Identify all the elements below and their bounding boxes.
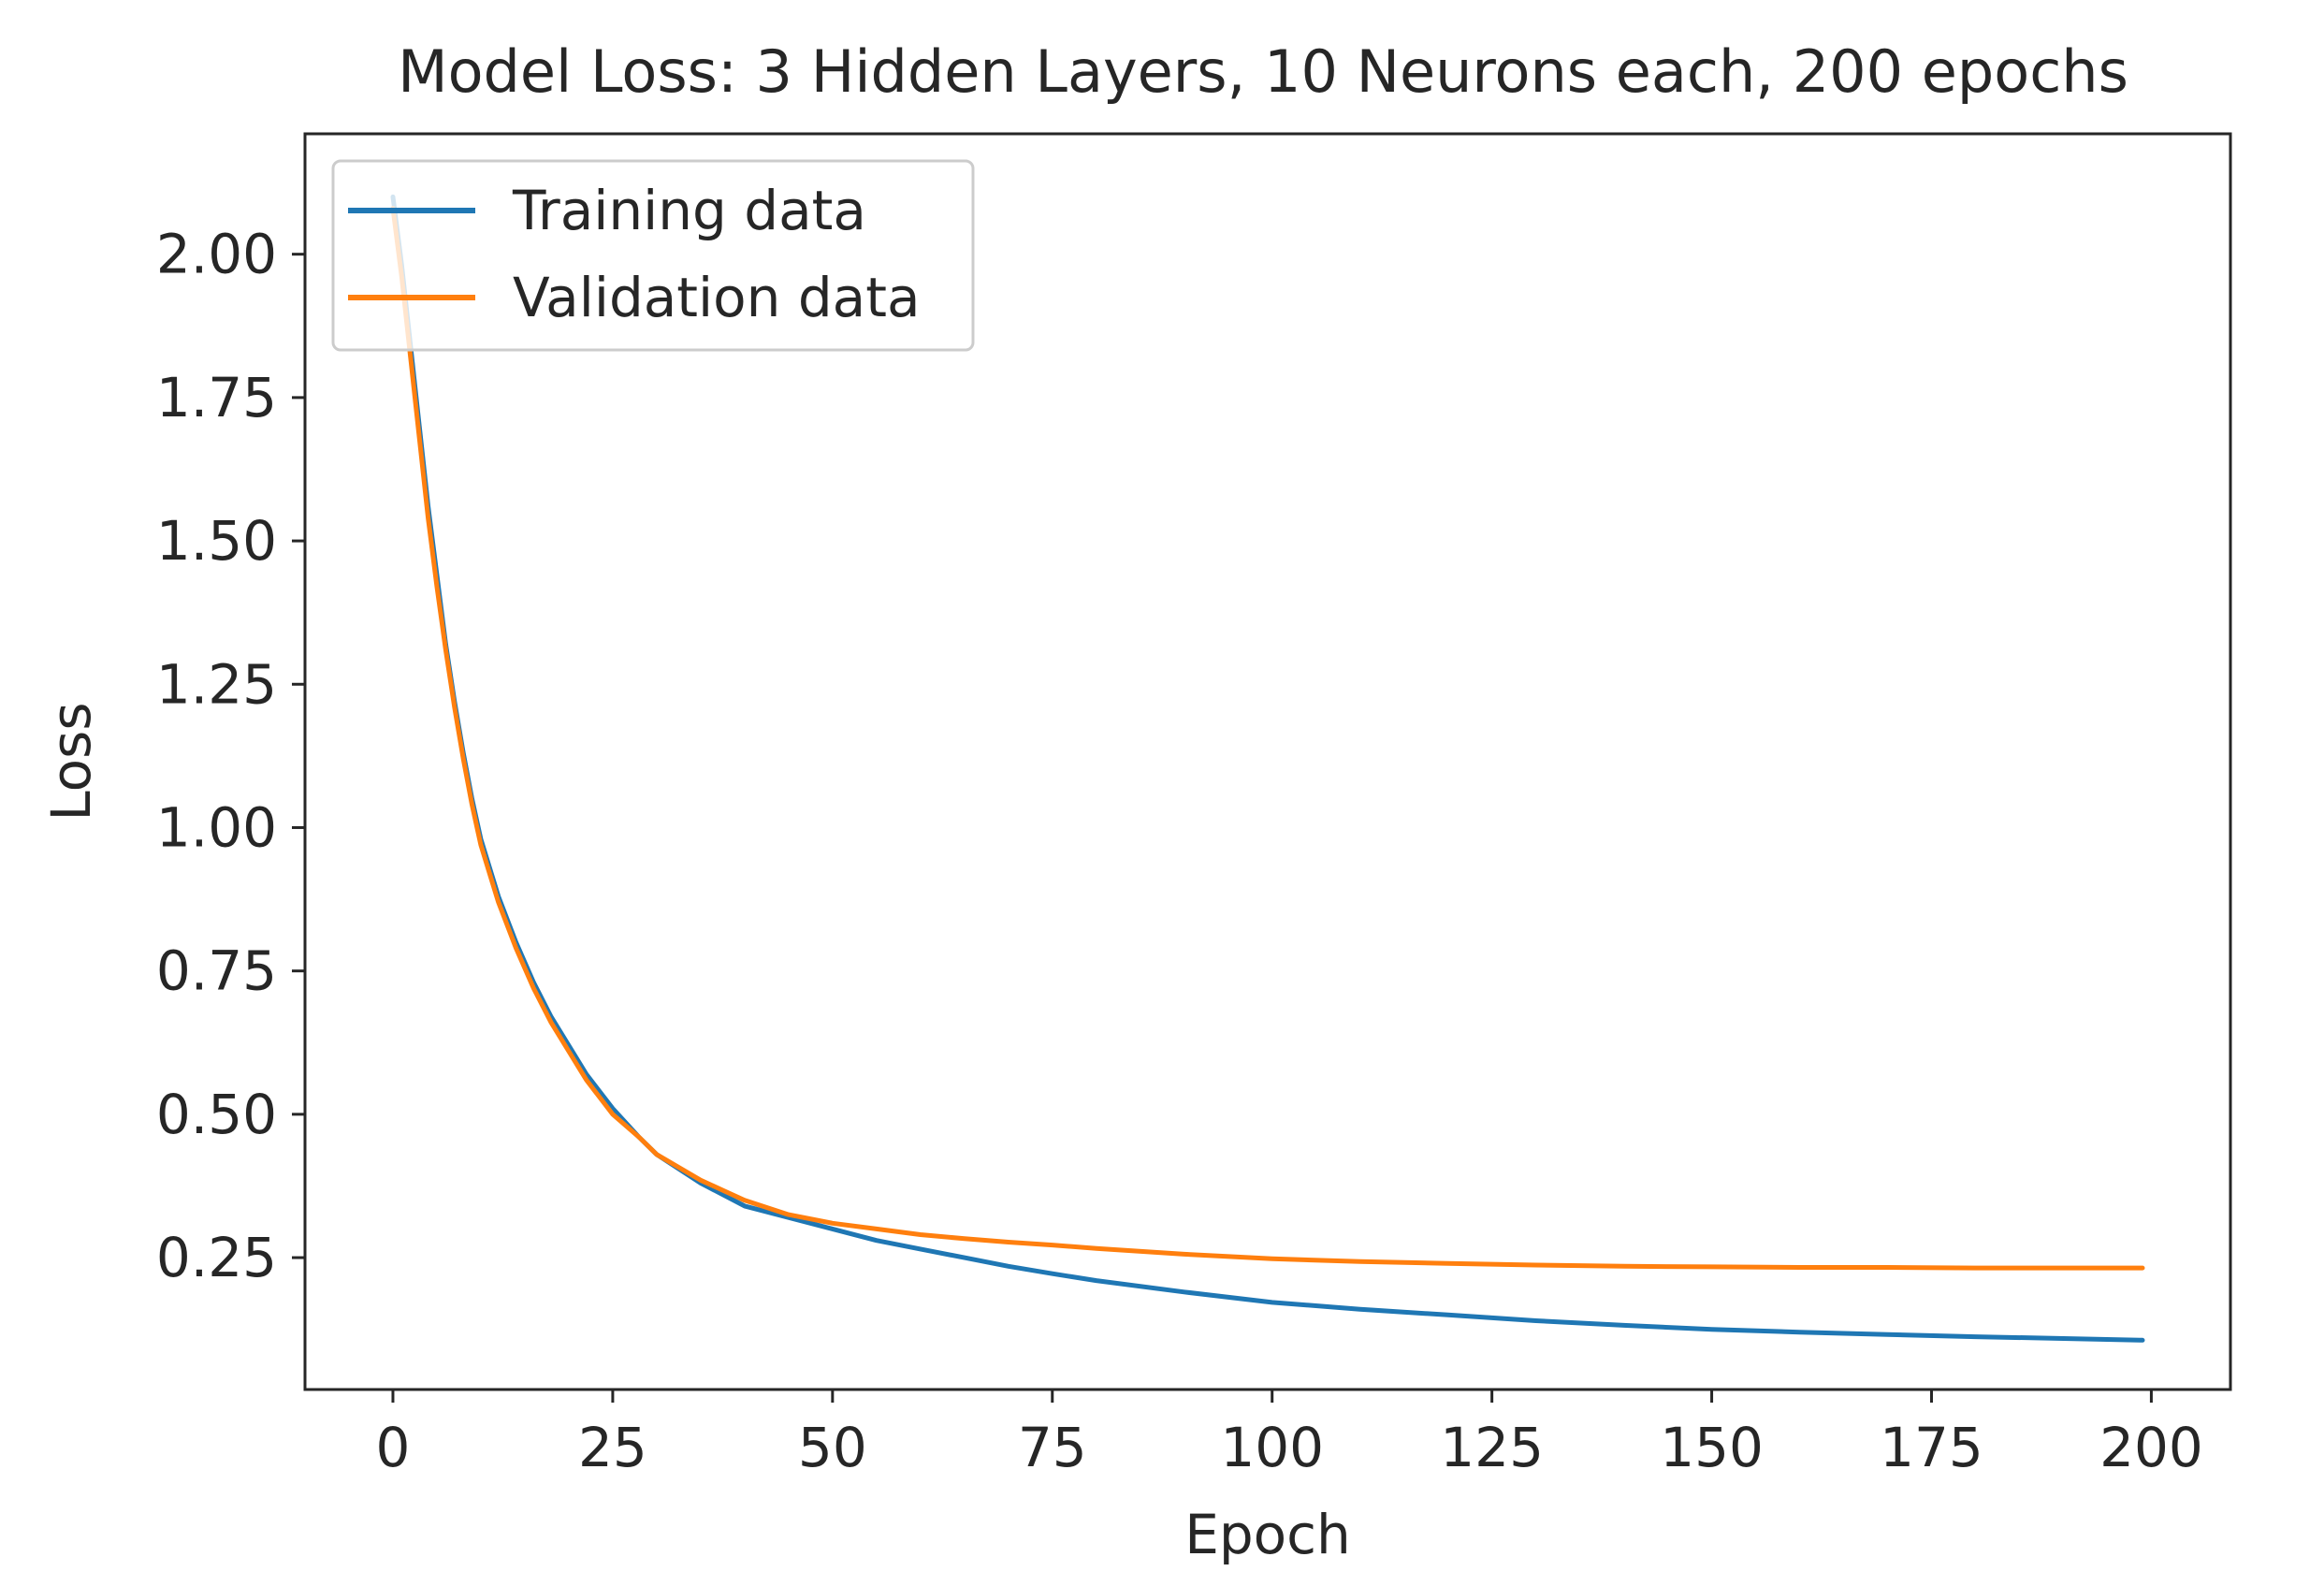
x-tick-label: 50 [798, 1416, 867, 1479]
x-tick-label: 150 [1660, 1416, 1764, 1479]
y-tick-label: 1.00 [156, 795, 277, 859]
legend-box [331, 159, 975, 352]
x-tick-label: 25 [578, 1416, 647, 1479]
y-tick-label: 0.50 [156, 1083, 277, 1146]
x-tick-label: 200 [2099, 1416, 2203, 1479]
y-tick-label: 2.00 [156, 223, 277, 286]
x-tick-label: 0 [376, 1416, 411, 1479]
y-tick-label: 0.75 [156, 939, 277, 1003]
legend-label-training: Training data [512, 179, 866, 242]
series-line-validation [390, 206, 2145, 1271]
x-tick-label: 75 [1018, 1416, 1087, 1479]
x-axis-label: Epoch [1184, 1503, 1351, 1566]
x-tick-label: 175 [1880, 1416, 1983, 1479]
x-tick-label: 100 [1220, 1416, 1324, 1479]
plot-area [303, 132, 2232, 1391]
y-tick-label: 1.75 [156, 366, 277, 429]
legend-label-validation: Validation data [513, 266, 920, 329]
y-tick-label: 1.25 [156, 652, 277, 716]
y-tick-label: 1.50 [156, 509, 277, 573]
chart-title: Model Loss: 3 Hidden Layers, 10 Neurons … [398, 37, 2128, 106]
plot-frame [303, 132, 2232, 1391]
series-layer [390, 194, 2145, 1343]
y-axis: 0.25 0.50 0.75 1.00 1.25 1.50 1.75 2.00 [156, 223, 305, 1289]
x-tick-label: 125 [1440, 1416, 1544, 1479]
x-axis: 0 25 50 75 100 125 150 175 200 [376, 1390, 2203, 1479]
y-axis-label: Loss [39, 702, 103, 821]
y-tick-label: 0.25 [156, 1226, 277, 1289]
legend: Training data Validation data [331, 159, 975, 352]
